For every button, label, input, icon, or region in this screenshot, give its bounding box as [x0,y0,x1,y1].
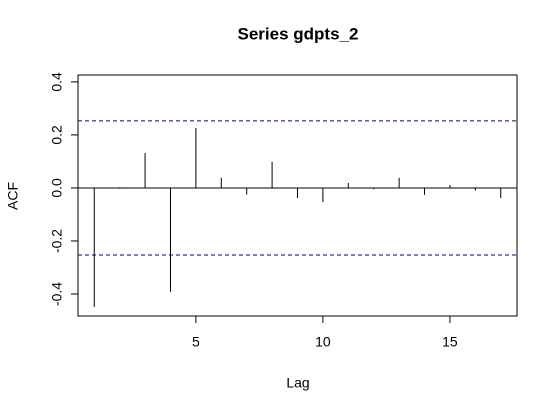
y-tick-label: 0.2 [49,125,65,145]
y-tick-label: -0.2 [49,229,65,253]
plot-frame [77,74,518,317]
chart-title: Series gdpts_2 [238,24,359,43]
y-tick-label: 0.4 [49,72,65,92]
y-tick-label: 0.0 [49,178,65,198]
x-axis-label: Lag [286,375,309,391]
x-tick-label: 15 [442,334,458,350]
x-tick-label: 5 [192,334,200,350]
y-tick-label: -0.4 [49,282,65,306]
x-tick-label: 10 [315,334,331,350]
y-axis-label: ACF [5,182,21,210]
